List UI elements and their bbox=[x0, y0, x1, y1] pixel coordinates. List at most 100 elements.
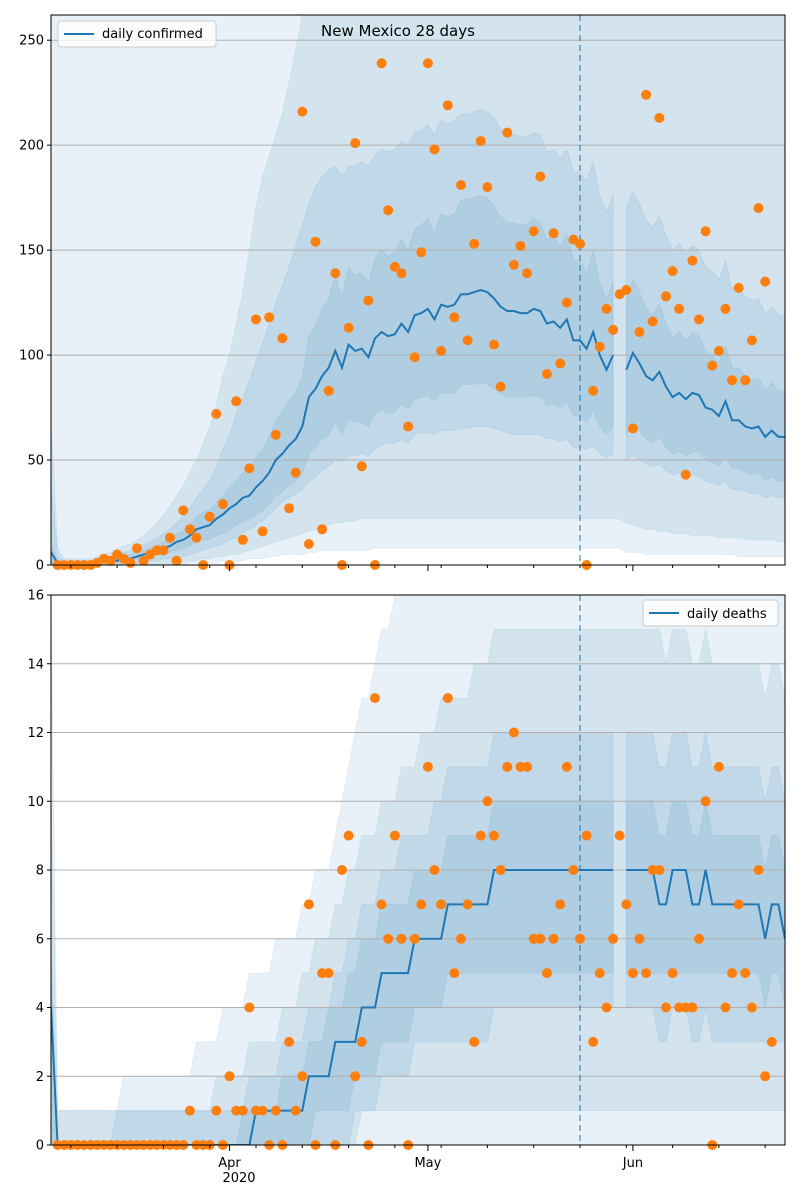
observed-point bbox=[409, 933, 420, 944]
observed-point bbox=[575, 933, 585, 944]
observed-point bbox=[376, 899, 387, 910]
observed-point bbox=[343, 830, 354, 841]
observed-point bbox=[257, 1105, 268, 1116]
observed-point bbox=[661, 291, 671, 302]
observed-point bbox=[495, 381, 506, 392]
observed-point bbox=[337, 865, 347, 875]
observed-point bbox=[323, 968, 334, 979]
uncertainty-band-1-0 bbox=[51, 628, 785, 1145]
observed-point bbox=[244, 463, 255, 474]
observed-point bbox=[489, 339, 499, 350]
observed-point bbox=[601, 1002, 612, 1013]
observed-point bbox=[277, 333, 288, 344]
observed-point bbox=[389, 261, 400, 272]
observed-point bbox=[535, 933, 546, 944]
observed-point bbox=[284, 503, 295, 514]
observed-point bbox=[489, 830, 499, 841]
x-tick-label: May bbox=[414, 1156, 441, 1171]
observed-point bbox=[647, 316, 658, 327]
y-tick-label: 8 bbox=[36, 864, 44, 879]
observed-point bbox=[733, 282, 744, 293]
observed-point bbox=[416, 899, 427, 910]
observed-point bbox=[456, 180, 466, 190]
deaths-panel: 0 2 4 6 8 10 12 14 16 Apr May Jun daily deaths 2020 bbox=[27, 589, 786, 1186]
observed-point bbox=[317, 524, 328, 535]
observed-point bbox=[165, 532, 175, 543]
observed-point bbox=[217, 499, 228, 510]
observed-point bbox=[244, 1002, 255, 1013]
observed-point bbox=[422, 58, 433, 69]
uncertainty-band-0-0 bbox=[51, 15, 785, 565]
observed-point bbox=[548, 228, 559, 239]
observed-point bbox=[700, 226, 711, 237]
observed-point bbox=[270, 1105, 281, 1116]
observed-point bbox=[482, 182, 493, 193]
observed-point bbox=[456, 933, 466, 944]
y-tick-label: 4 bbox=[36, 1001, 44, 1016]
observed-point bbox=[641, 89, 652, 100]
chart-title: New Mexico 28 days bbox=[321, 22, 475, 40]
observed-point bbox=[555, 358, 566, 369]
observed-point bbox=[746, 335, 757, 346]
observed-point bbox=[356, 461, 367, 472]
observed-point bbox=[694, 314, 704, 325]
observed-point bbox=[389, 830, 400, 841]
observed-point bbox=[614, 830, 625, 841]
observed-point bbox=[251, 314, 261, 325]
observed-point bbox=[495, 865, 506, 875]
confirmed-legend: daily confirmed bbox=[57, 20, 217, 48]
observed-point bbox=[667, 968, 678, 979]
observed-point bbox=[270, 429, 281, 440]
y-tick-label: 14 bbox=[27, 657, 44, 672]
x-tick-label: Apr bbox=[218, 1156, 241, 1171]
observed-point bbox=[343, 322, 354, 333]
observed-point bbox=[224, 1071, 235, 1082]
observed-point bbox=[654, 865, 665, 875]
observed-point bbox=[482, 796, 493, 807]
axes-frame bbox=[50, 14, 786, 566]
uncertainty-band-3-1 bbox=[625, 278, 785, 482]
observed-point bbox=[105, 555, 116, 566]
observed-point bbox=[449, 312, 460, 323]
observed-point bbox=[502, 761, 513, 772]
observed-point bbox=[535, 171, 546, 182]
observed-point bbox=[674, 303, 685, 314]
observed-point bbox=[740, 968, 751, 979]
observed-point bbox=[601, 303, 612, 314]
observed-point bbox=[264, 312, 275, 323]
observed-point bbox=[422, 761, 433, 772]
deaths-axes: 0 2 4 6 8 10 12 14 16 Apr May Jun bbox=[27, 589, 786, 1171]
observed-point bbox=[502, 127, 513, 138]
observed-point bbox=[753, 203, 764, 214]
observed-point bbox=[687, 1002, 698, 1013]
y-tick-label: 150 bbox=[19, 244, 44, 259]
confirmed-axes: 0 50 100 150 200 250 bbox=[19, 14, 786, 574]
observed-point bbox=[303, 539, 314, 549]
uncertainty-band-3-0 bbox=[51, 800, 614, 1145]
observed-point bbox=[290, 467, 301, 478]
observed-point bbox=[760, 276, 771, 287]
observed-point bbox=[184, 524, 195, 535]
observed-point bbox=[178, 505, 189, 516]
observed-point bbox=[627, 968, 638, 979]
observed-point bbox=[396, 268, 407, 279]
observed-point bbox=[330, 268, 341, 279]
observed-point bbox=[350, 138, 361, 149]
observed-point bbox=[634, 933, 645, 944]
observed-point bbox=[323, 385, 334, 396]
uncertainty-band-3-1 bbox=[625, 800, 785, 1008]
observed-point bbox=[727, 375, 738, 386]
observed-point bbox=[442, 100, 453, 111]
observed-point bbox=[350, 1071, 361, 1082]
uncertainty-band-1-0 bbox=[51, 15, 785, 565]
observed-point bbox=[654, 112, 665, 123]
observed-point bbox=[396, 933, 407, 944]
observed-point bbox=[211, 1105, 222, 1116]
observed-point bbox=[713, 761, 724, 772]
series-mean-line bbox=[51, 869, 785, 1145]
observed-point bbox=[132, 543, 142, 554]
y-tick-label: 0 bbox=[36, 1139, 44, 1154]
observed-point bbox=[237, 534, 248, 545]
observed-point bbox=[575, 238, 585, 249]
